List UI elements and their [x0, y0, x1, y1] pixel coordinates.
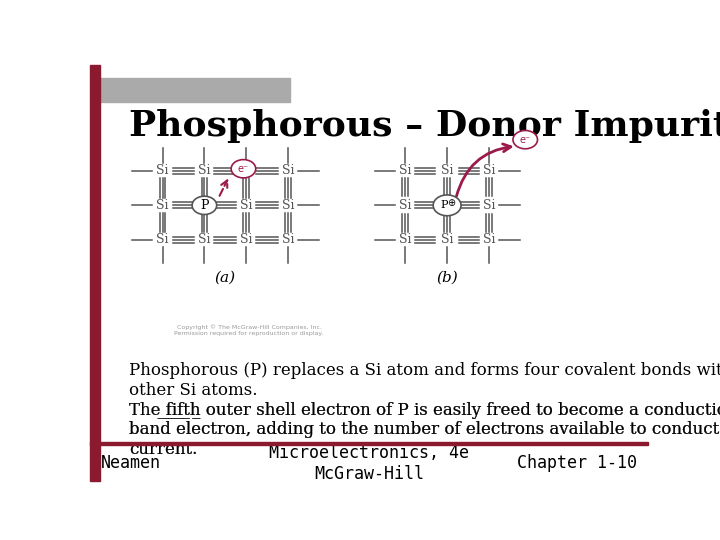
Text: Si: Si — [399, 233, 412, 246]
Text: Phosphorous (P) replaces a Si atom and forms four covalent bonds with
other Si a: Phosphorous (P) replaces a Si atom and f… — [129, 362, 720, 399]
Bar — [90, 442, 648, 446]
Text: Si: Si — [441, 164, 454, 177]
Text: Si: Si — [399, 164, 412, 177]
Bar — [90, 65, 100, 481]
Text: Si: Si — [156, 164, 168, 177]
Text: e⁻: e⁻ — [238, 164, 249, 174]
Text: (b): (b) — [436, 271, 458, 284]
Circle shape — [513, 131, 538, 149]
Text: Chapter 1-10: Chapter 1-10 — [517, 454, 637, 472]
Text: Si: Si — [399, 199, 412, 212]
Text: Si: Si — [482, 199, 495, 212]
Text: Si: Si — [198, 164, 211, 177]
Text: Si: Si — [198, 233, 211, 246]
Text: P: P — [441, 200, 448, 211]
Text: (a): (a) — [215, 271, 236, 284]
Text: Si: Si — [482, 164, 495, 177]
Text: Si: Si — [282, 233, 294, 246]
Text: P: P — [200, 199, 209, 212]
Text: Copyright © The McGraw-Hill Companies, Inc.
Permission required for reproduction: Copyright © The McGraw-Hill Companies, I… — [174, 325, 324, 336]
Text: Si: Si — [240, 164, 253, 177]
Text: Si: Si — [240, 199, 253, 212]
Text: e⁻: e⁻ — [520, 134, 531, 145]
Text: Si: Si — [282, 164, 294, 177]
Text: Si: Si — [482, 233, 495, 246]
Text: Si: Si — [156, 233, 168, 246]
Text: Phosphorous – Donor Impurity in Si: Phosphorous – Donor Impurity in Si — [129, 109, 720, 143]
Text: Si: Si — [441, 233, 454, 246]
Text: Neamen: Neamen — [101, 454, 161, 472]
Text: The: The — [129, 402, 166, 418]
Circle shape — [192, 196, 217, 214]
Text: The fifth outer shell electron of P is easily freed to become a conduction
band : The fifth outer shell electron of P is e… — [129, 402, 720, 458]
Bar — [100, 78, 289, 102]
Text: Si: Si — [282, 199, 294, 212]
Text: The fifth outer shell electron of P is easily freed to become a conduction
band : The fifth outer shell electron of P is e… — [129, 402, 720, 458]
Circle shape — [433, 195, 461, 216]
Text: ⊕: ⊕ — [448, 198, 456, 208]
Circle shape — [231, 160, 256, 178]
Text: Microelectronics, 4e
McGraw-Hill: Microelectronics, 4e McGraw-Hill — [269, 444, 469, 483]
Text: The ̲f̲i̲f̲t̲h̲ outer shell electron of P is easily freed to become a conduction: The ̲f̲i̲f̲t̲h̲ outer shell electron of … — [129, 402, 720, 458]
Text: The fifth outer shell electron of P is easily freed to become a conduction
band : The fifth outer shell electron of P is e… — [129, 402, 720, 458]
Text: Si: Si — [156, 199, 168, 212]
Text: Si: Si — [240, 233, 253, 246]
